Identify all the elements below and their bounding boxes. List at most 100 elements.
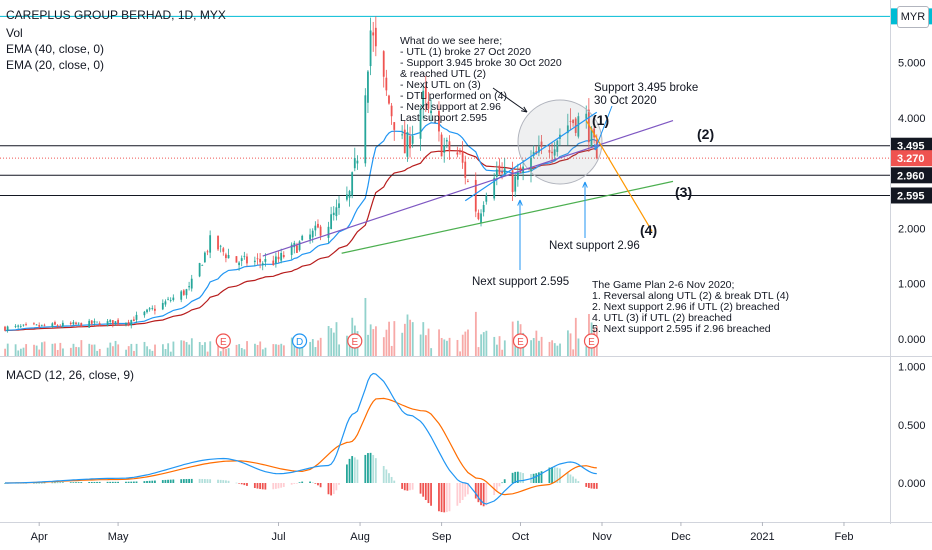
price-tick-label: 0.000: [898, 334, 926, 346]
macd-hist-bar: [498, 483, 501, 487]
candle-body: [516, 172, 519, 180]
macd-hist-bar: [459, 483, 461, 504]
candle-body: [75, 322, 77, 325]
volume-bar: [280, 343, 283, 356]
candle-body: [346, 194, 348, 200]
candle-body: [401, 134, 404, 136]
macd-hist-bar: [572, 476, 574, 483]
volume-bar: [62, 348, 64, 356]
volume-bar: [256, 344, 259, 356]
price-label-text: 3.270: [897, 153, 925, 165]
candle-body: [151, 308, 154, 309]
macd-hist-bar: [385, 469, 388, 483]
macd-hist-bar: [51, 482, 54, 484]
volume-bar: [148, 349, 151, 356]
annotation-arrowhead: [582, 181, 588, 188]
volume-bar: [72, 343, 75, 356]
candle-body: [109, 320, 112, 322]
volume-bar: [112, 346, 114, 356]
candle-body: [132, 319, 135, 322]
macd-hist-bar: [511, 472, 514, 483]
candle-body: [209, 235, 212, 253]
symbol-title[interactable]: CAREPLUS GROUP BERHAD, 1D, MYX: [6, 8, 226, 22]
macd-hist-bar: [293, 483, 296, 484]
volume-bar: [474, 311, 477, 356]
volume-bar: [77, 347, 80, 356]
volume-bar: [240, 348, 243, 356]
candle-body: [185, 289, 188, 296]
macd-hist-bar: [80, 482, 83, 483]
macd-hist-bar: [256, 483, 259, 489]
candle-body: [33, 323, 35, 325]
macd-hist-bar: [227, 480, 230, 483]
macd-hist-bar: [406, 483, 409, 491]
macd-hist-bar: [382, 465, 385, 483]
macd-hist-bar: [264, 483, 267, 490]
macd-hist-bar: [559, 468, 561, 483]
observations-note: What do we see here; - UTL (1) broke 27 …: [400, 35, 562, 124]
volume-bar: [17, 350, 20, 356]
macd-hist-bar: [419, 483, 422, 494]
volume-bar: [38, 349, 41, 356]
macd-tick-label: 1.000: [898, 362, 926, 374]
macd-hist-bar: [327, 483, 330, 495]
candle-body: [169, 300, 172, 301]
volume-bar: [553, 343, 556, 356]
macd-hist-bar: [348, 458, 351, 483]
macd-hist-bar: [577, 481, 580, 483]
candle-body: [96, 321, 98, 323]
candle-body: [577, 116, 580, 137]
candle-body: [427, 101, 430, 109]
volume-bar: [496, 344, 498, 356]
candle-body: [519, 167, 522, 173]
macd-hist-bar: [474, 483, 477, 499]
volume-bar: [275, 344, 277, 356]
volume-bar: [477, 347, 480, 356]
volume-bar: [43, 341, 46, 356]
volume-bar: [577, 338, 580, 356]
volume-bar: [532, 338, 535, 356]
candle-body: [14, 325, 17, 327]
ema20-line: [4, 122, 598, 332]
macd-hist-bar: [314, 483, 317, 484]
macd-hist-bar: [72, 482, 75, 483]
candle-body: [438, 111, 440, 132]
candle-body: [301, 235, 304, 241]
candle-body: [356, 160, 359, 164]
macd-hist-bar: [206, 479, 209, 483]
macd-hist-bar: [93, 481, 96, 483]
macd-tick-label: 0.500: [898, 420, 926, 432]
macd-hist-bar: [501, 482, 503, 484]
volume-bar: [480, 334, 483, 356]
macd-hist-bar: [401, 483, 404, 489]
candle-body: [219, 245, 222, 247]
macd-hist-bar: [61, 482, 64, 483]
candle-body: [532, 151, 535, 157]
volume-bar: [243, 349, 246, 356]
candle-body: [38, 325, 41, 327]
volume-bar: [511, 321, 514, 356]
macd-hist-bar: [319, 483, 322, 488]
candle-body: [477, 212, 480, 220]
currency-badge[interactable]: MYR: [897, 6, 929, 28]
macd-hist-bar: [209, 479, 212, 483]
annotation-arrowhead: [517, 199, 523, 206]
volume-bar: [540, 336, 543, 356]
price-label-text: 2.960: [897, 170, 925, 182]
macd-hist-bar: [569, 474, 572, 483]
macd-hist-bar: [374, 458, 377, 483]
candle-body: [464, 161, 467, 178]
volume-bar: [172, 341, 175, 356]
event-marker: [347, 333, 363, 349]
volume-bar: [180, 340, 183, 356]
macd-hist-bar: [593, 483, 596, 489]
price-label-box: [891, 167, 932, 184]
candle-body: [422, 90, 425, 107]
event-marker-label: E: [588, 337, 595, 348]
macd-hist-bar: [456, 483, 459, 506]
macd-hist-bar: [516, 471, 519, 483]
macd-hist-bar: [595, 483, 598, 489]
candle-body: [256, 258, 259, 260]
candle-body: [225, 254, 227, 259]
volume-bar: [167, 343, 170, 356]
